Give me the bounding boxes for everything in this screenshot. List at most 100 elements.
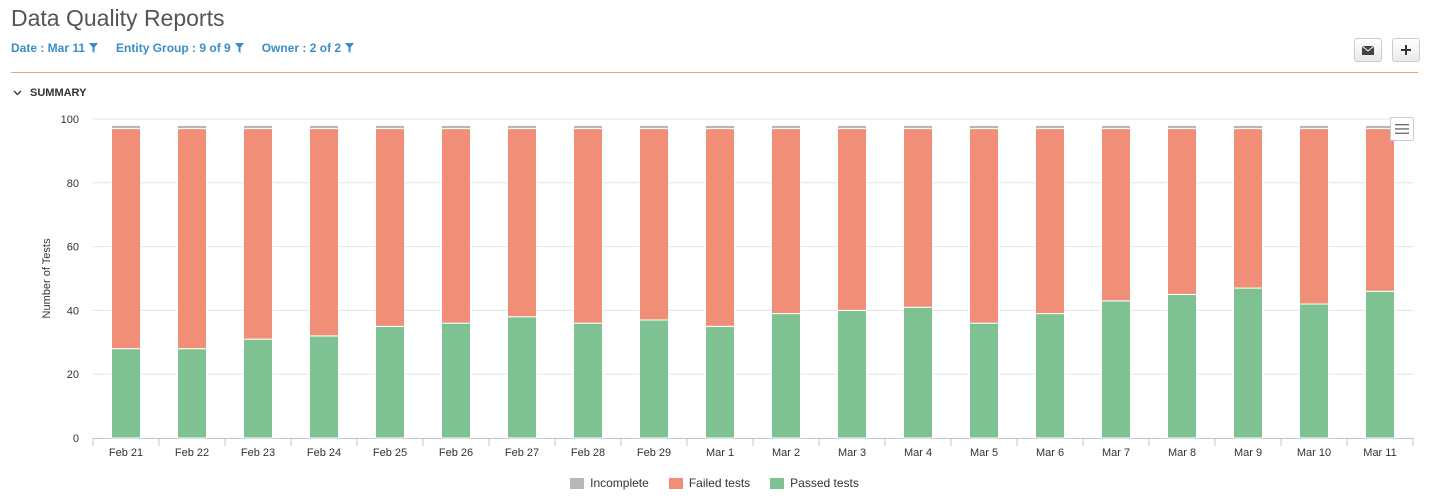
bar-incomplete: [837, 124, 867, 130]
y-tick-label: 100: [61, 114, 79, 126]
bar-failed-tests: [639, 128, 669, 321]
x-tick-label: Mar 4: [904, 447, 932, 459]
bar-passed-tests: [1365, 290, 1395, 439]
bar-passed-tests: [1233, 287, 1263, 439]
bar-passed-tests: [1167, 293, 1197, 439]
bar-incomplete: [705, 124, 735, 130]
y-tick-label: 60: [67, 242, 79, 254]
filter-bar: Date : Mar 11 Entity Group : 9 of 9 Owne…: [11, 41, 355, 55]
legend-label: Incomplete: [590, 476, 649, 490]
filter-owner-label: Owner : 2 of 2: [261, 41, 342, 55]
bar-passed-tests: [837, 309, 867, 439]
bar-failed-tests: [441, 128, 471, 324]
bar-incomplete: [771, 124, 801, 130]
chevron-down-icon: [13, 90, 22, 96]
add-button[interactable]: [1392, 38, 1420, 62]
header-divider: [11, 72, 1418, 73]
bar-passed-tests: [969, 322, 999, 439]
bar-incomplete: [507, 124, 537, 130]
bar-failed-tests: [1101, 128, 1131, 302]
filter-date-label: Date : Mar 11: [11, 41, 86, 55]
bar-failed-tests: [309, 128, 339, 337]
page-title: Data Quality Reports: [11, 5, 225, 31]
bar-passed-tests: [1035, 313, 1065, 439]
bar-failed-tests: [375, 128, 405, 327]
bar-failed-tests: [903, 128, 933, 308]
legend-swatch: [668, 477, 683, 489]
legend-item-failed-tests[interactable]: Failed tests: [668, 476, 751, 490]
bar-incomplete: [375, 124, 405, 130]
filter-icon: [89, 43, 99, 53]
bar-incomplete: [969, 124, 999, 130]
bar-failed-tests: [1167, 128, 1197, 295]
x-tick-label: Mar 6: [1036, 447, 1064, 459]
y-axis-title: Number of Tests: [41, 238, 53, 318]
x-tick-label: Mar 10: [1297, 447, 1331, 459]
bar-failed-tests: [507, 128, 537, 318]
bar-incomplete: [1299, 124, 1329, 130]
filter-owner[interactable]: Owner : 2 of 2: [261, 41, 355, 55]
bar-passed-tests: [375, 325, 405, 439]
bar-passed-tests: [903, 306, 933, 439]
legend-label: Passed tests: [790, 476, 859, 490]
bar-failed-tests: [1299, 128, 1329, 305]
bar-incomplete: [639, 124, 669, 130]
filter-entity-group[interactable]: Entity Group : 9 of 9: [116, 41, 244, 55]
bar-failed-tests: [837, 128, 867, 311]
x-tick-label: Feb 25: [373, 447, 407, 459]
bar-failed-tests: [705, 128, 735, 327]
bar-passed-tests: [243, 338, 273, 439]
bar-failed-tests: [573, 128, 603, 324]
bar-incomplete: [903, 124, 933, 130]
bar-incomplete: [243, 124, 273, 130]
x-tick-label: Feb 23: [241, 447, 275, 459]
summary-label: SUMMARY: [30, 87, 87, 99]
bar-passed-tests: [177, 348, 207, 439]
bar-incomplete: [1035, 124, 1065, 130]
x-tick-label: Feb 27: [505, 447, 539, 459]
filter-date[interactable]: Date : Mar 11: [11, 41, 99, 55]
x-tick-label: Feb 26: [439, 447, 473, 459]
bar-failed-tests: [1233, 128, 1263, 289]
legend-item-incomplete[interactable]: Incomplete: [570, 476, 649, 490]
bar-incomplete: [111, 124, 141, 130]
bar-passed-tests: [1299, 303, 1329, 439]
bar-passed-tests: [111, 348, 141, 439]
email-button[interactable]: [1354, 38, 1382, 62]
bar-passed-tests: [771, 313, 801, 439]
y-tick-label: 80: [67, 178, 79, 190]
x-tick-label: Feb 28: [571, 447, 605, 459]
bar-incomplete: [309, 124, 339, 130]
bar-passed-tests: [705, 325, 735, 439]
y-tick-label: 20: [67, 369, 79, 381]
hamburger-icon: [1395, 124, 1409, 134]
bar-incomplete: [441, 124, 471, 130]
x-tick-label: Mar 7: [1102, 447, 1130, 459]
legend-label: Failed tests: [688, 476, 751, 490]
summary-toggle[interactable]: SUMMARY: [13, 87, 86, 99]
y-tick-label: 40: [67, 305, 79, 317]
bar-passed-tests: [507, 316, 537, 439]
bar-failed-tests: [1035, 128, 1065, 315]
bar-failed-tests: [969, 128, 999, 324]
x-tick-label: Mar 3: [838, 447, 866, 459]
filter-icon: [345, 43, 355, 53]
chart-menu-button[interactable]: [1390, 117, 1414, 141]
bar-incomplete: [1233, 124, 1263, 130]
x-tick-label: Feb 24: [307, 447, 341, 459]
legend-swatch: [570, 477, 585, 489]
filter-icon: [234, 43, 244, 53]
x-tick-label: Mar 5: [970, 447, 998, 459]
bar-incomplete: [573, 124, 603, 130]
x-tick-label: Feb 21: [109, 447, 143, 459]
bar-failed-tests: [111, 128, 141, 350]
bar-incomplete: [1101, 124, 1131, 130]
x-tick-label: Mar 1: [706, 447, 734, 459]
bar-passed-tests: [639, 319, 669, 439]
plus-icon: [1401, 45, 1411, 55]
legend-item-passed-tests[interactable]: Passed tests: [770, 476, 859, 490]
bar-incomplete: [1167, 124, 1197, 130]
bar-failed-tests: [771, 128, 801, 315]
